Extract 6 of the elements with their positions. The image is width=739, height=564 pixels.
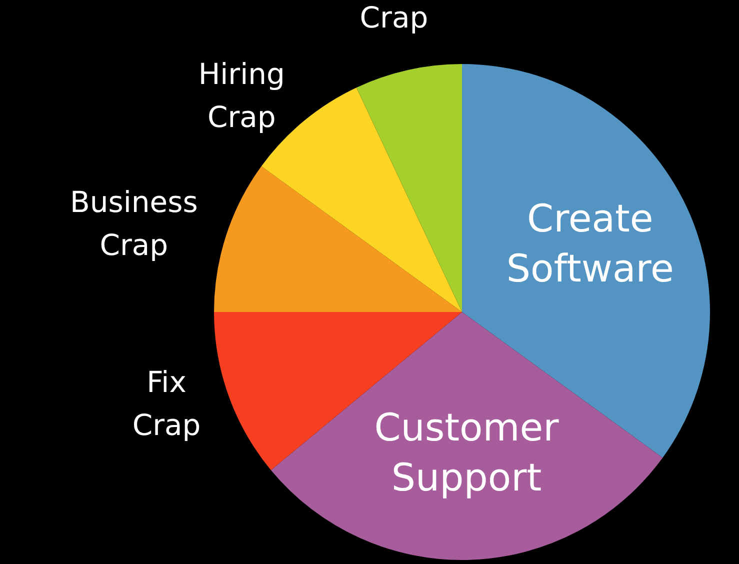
slice-label: Fix Crap xyxy=(132,365,201,442)
slice-label: Customer Support xyxy=(374,406,560,500)
slice-label: Hiring Crap xyxy=(198,57,285,134)
slice-label: Business Crap xyxy=(70,185,198,262)
slice-label: Crap xyxy=(360,0,428,34)
slice-label: Create Software xyxy=(506,196,674,291)
